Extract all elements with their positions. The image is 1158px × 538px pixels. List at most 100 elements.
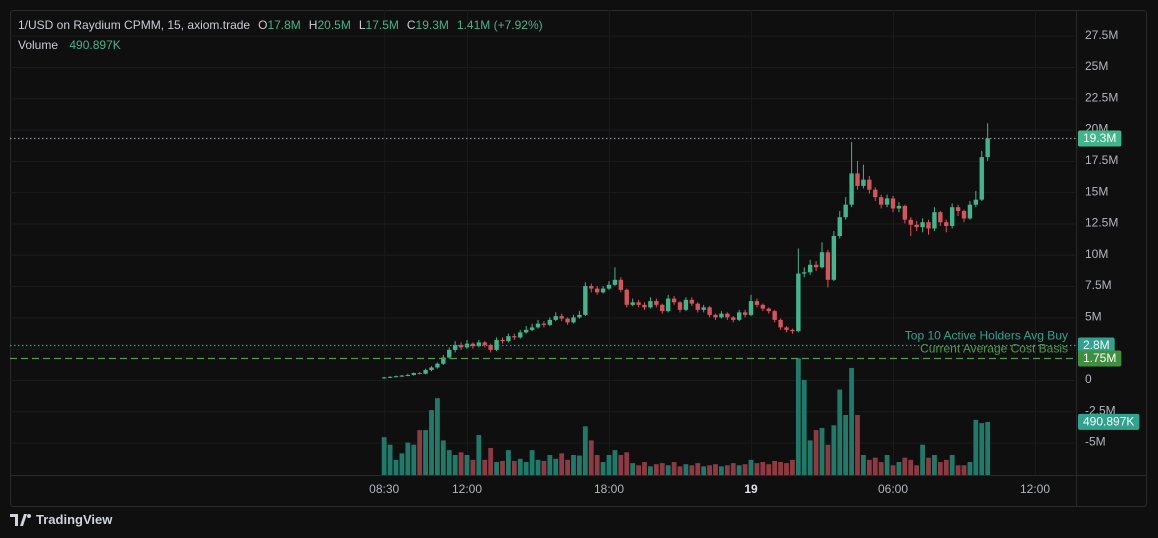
candle-body xyxy=(642,304,647,308)
volume-bar xyxy=(772,460,778,475)
volume-bar xyxy=(701,466,707,475)
candle-body xyxy=(665,298,671,312)
volume-bar xyxy=(653,464,659,475)
candle-body xyxy=(902,205,908,220)
volume-bar xyxy=(878,462,884,475)
volume-bar xyxy=(967,462,973,475)
volume-bar xyxy=(435,398,440,475)
ohlc-key: L xyxy=(358,18,366,32)
candle-body xyxy=(630,302,635,305)
volume-bar xyxy=(973,419,979,475)
x-tick-label: 18:00 xyxy=(594,482,624,496)
y-tick-label: -5M xyxy=(1085,435,1106,449)
x-tick-label: 08:30 xyxy=(369,482,399,496)
volume-bar xyxy=(713,464,718,475)
volume-bar xyxy=(843,414,849,475)
candle-body xyxy=(725,313,730,318)
candle-body xyxy=(701,307,706,310)
candle-body xyxy=(938,212,943,223)
volume-bar xyxy=(571,454,576,475)
volume-bar xyxy=(926,457,931,475)
price-badge-bg xyxy=(1078,130,1122,147)
candle-body xyxy=(796,273,801,332)
volume-bar xyxy=(648,466,653,475)
volume-bar xyxy=(659,463,665,475)
x-tick-label: 19 xyxy=(744,482,758,496)
price-badge: 1.75M xyxy=(1083,351,1116,365)
volume-bar xyxy=(517,458,523,475)
volume-bar xyxy=(446,450,452,475)
volume-bar xyxy=(535,459,541,475)
candle-body xyxy=(689,299,695,304)
candle-body xyxy=(565,318,570,323)
candle-body xyxy=(742,312,748,315)
candle-body xyxy=(671,298,677,303)
candle-body xyxy=(979,157,984,200)
volume-bar xyxy=(452,454,458,475)
brand: TradingView xyxy=(10,512,112,527)
candle-body xyxy=(843,204,848,218)
volume-bar xyxy=(594,454,600,475)
volume-bar xyxy=(801,379,807,475)
volume-bar xyxy=(600,462,606,475)
volume-bar xyxy=(943,459,949,475)
candle-body xyxy=(600,288,606,293)
candle-body xyxy=(985,138,990,158)
candle-body xyxy=(825,252,831,280)
candle-body xyxy=(547,319,553,325)
volume-bar xyxy=(511,460,517,475)
candle-body xyxy=(802,272,807,274)
candle-body xyxy=(583,286,588,315)
volume-bar xyxy=(914,465,920,475)
volume-bar xyxy=(754,463,760,475)
chart-frame xyxy=(10,10,1147,507)
volume-bar xyxy=(719,466,724,475)
volume-bar xyxy=(399,453,405,475)
candle-body xyxy=(500,339,505,342)
legend: 1/USD on Raydium CPMM, 15, axiom.trade O1… xyxy=(18,15,543,55)
volume-bar xyxy=(440,440,446,475)
candle-body xyxy=(417,373,422,375)
volume-bar xyxy=(529,450,535,475)
candle-body xyxy=(405,374,411,376)
candle-body xyxy=(606,284,612,289)
volume-bar xyxy=(861,454,866,475)
volume-bar xyxy=(470,459,476,475)
y-tick-label: 17.5M xyxy=(1085,153,1118,167)
volume-bar xyxy=(405,442,411,475)
volume-bar xyxy=(642,462,647,475)
volume-bar xyxy=(813,430,819,475)
candle-body xyxy=(482,342,487,345)
candle-body xyxy=(961,210,967,219)
volume-bar xyxy=(393,459,399,475)
volume-bar xyxy=(506,450,511,475)
volume-bar xyxy=(825,444,831,475)
candle-body xyxy=(476,342,482,347)
volume-bar xyxy=(778,462,783,475)
volume-bar xyxy=(618,454,624,475)
volume-bar xyxy=(790,459,795,475)
volume-bar xyxy=(866,459,872,475)
y-tick-label: 22.5M xyxy=(1085,90,1118,104)
volume-bar xyxy=(482,459,488,475)
ohlc-key: H xyxy=(308,18,318,32)
volume-bar xyxy=(695,463,701,475)
volume-bar xyxy=(831,425,837,475)
volume-bar xyxy=(387,444,393,475)
volume-bar xyxy=(636,465,641,475)
candle-body xyxy=(855,173,860,186)
candle-body xyxy=(411,373,416,375)
volume-bar xyxy=(872,457,878,475)
volume-bar xyxy=(458,452,464,475)
candle-body xyxy=(553,316,558,320)
candle-body xyxy=(748,301,754,315)
volume-bar xyxy=(523,462,529,475)
volume-bar xyxy=(807,440,813,475)
volume-bar xyxy=(795,358,801,475)
x-tick-label: 12:00 xyxy=(452,482,482,496)
candle-body xyxy=(529,327,535,330)
volume-bar xyxy=(961,465,967,475)
candle-body xyxy=(807,264,813,273)
candle-body xyxy=(541,323,547,325)
